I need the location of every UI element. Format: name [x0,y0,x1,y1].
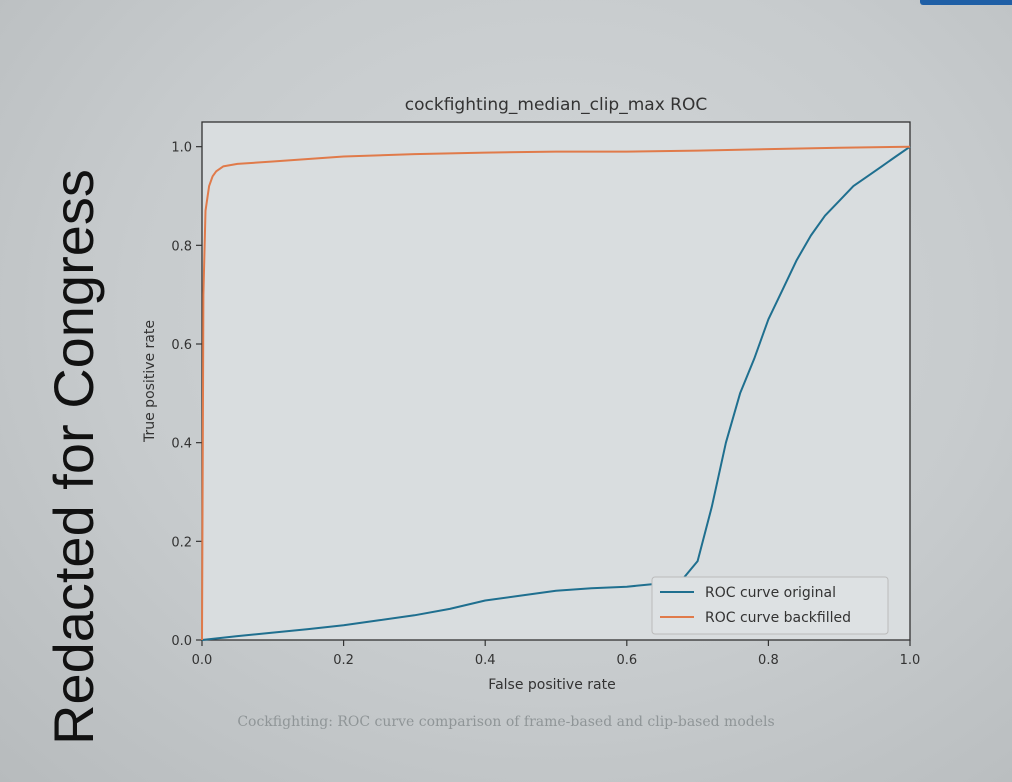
x-tick-label: 0.6 [616,653,637,668]
legend-label-backfilled: ROC curve backfilled [705,610,851,626]
x-tick-label: 0.2 [333,653,354,668]
corner-tab [920,0,1012,5]
y-tick-label: 0.2 [171,535,192,550]
x-tick-label: 0.4 [475,653,496,668]
x-tick-label: 0.8 [758,653,779,668]
y-tick-label: 1.0 [171,141,192,156]
x-tick-label: 1.0 [900,653,921,668]
chart-title: cockfighting_median_clip_max ROC [405,95,707,115]
x-axis-label: False positive rate [488,677,615,693]
y-tick-label: 0.6 [171,338,192,353]
x-tick-label: 0.0 [192,653,213,668]
legend-box [651,576,889,635]
figure-caption: Cockfighting: ROC curve comparison of fr… [237,714,775,730]
y-axis-label: True positive rate [142,320,158,443]
y-tick-label: 0.0 [171,634,192,649]
y-tick-label: 0.4 [171,437,192,452]
x-axis: 0.0 0.2 0.4 0.6 0.8 1.0 [192,640,921,668]
y-axis: 0.0 0.2 0.4 0.6 0.8 1.0 [171,141,202,649]
series-line-backfilled [201,145,911,641]
plot-frame [201,121,911,641]
legend-label-original: ROC curve original [705,585,836,601]
series-layer [201,145,911,641]
legend: ROC curve original ROC curve backfilled [651,576,889,635]
redaction-text: Redacted for Congress [42,169,105,745]
series-line-original [201,145,911,641]
y-tick-label: 0.8 [171,239,192,254]
